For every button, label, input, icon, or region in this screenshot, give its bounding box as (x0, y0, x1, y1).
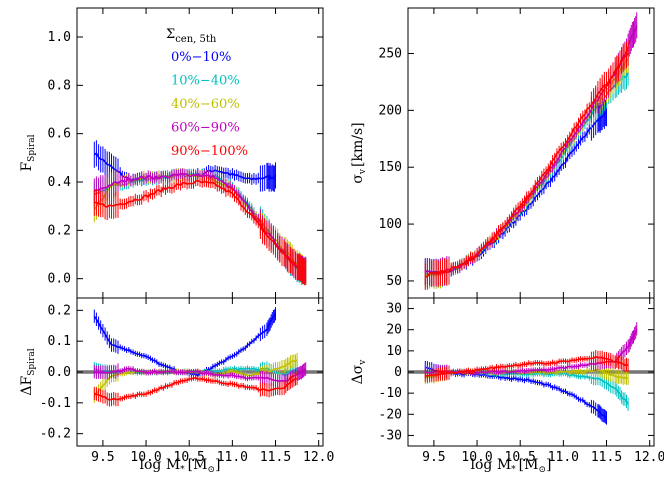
legend-entry: 40%−60% (171, 97, 240, 112)
series-line (94, 367, 307, 383)
x-label-unit-left: [M (188, 457, 208, 473)
x-label-unit-right: [M (519, 457, 539, 473)
series-4 (93, 175, 307, 286)
y-tick-label: 0.8 (48, 78, 71, 93)
y-tick-label: 0.0 (48, 365, 71, 380)
series-line (93, 172, 307, 272)
x-label-unit-sub-left: ⊙ (207, 465, 215, 475)
x-tick-label: 10.0 (461, 450, 492, 465)
y-tick-label: 50 (386, 274, 402, 289)
series-line (93, 313, 277, 377)
y-label-main: Δσ (350, 364, 366, 384)
series-line (425, 52, 629, 278)
x-tick-label: 11.5 (260, 450, 291, 465)
series-line (94, 377, 298, 401)
legend-entry: 90%−100% (171, 144, 248, 159)
x-tick-label: 12.0 (634, 450, 664, 465)
x-label-sub-left: * (180, 465, 185, 475)
y-tick-label: 150 (379, 160, 402, 175)
series-3 (424, 12, 638, 287)
y-axis-label: FSpiral (19, 134, 37, 171)
x-tick-label: 12.0 (303, 450, 334, 465)
series-line (425, 111, 607, 276)
x-label-main-left: log M (140, 457, 181, 473)
x-axis-label-right: log M* [M⊙] (471, 457, 552, 475)
y-tick-label: -0.1 (40, 396, 71, 411)
y-tick-label: -0.2 (40, 427, 71, 442)
panel-top-left: 0.0 0.2 0.4 0.6 0.8 1.0 FSpiral (19, 7, 324, 299)
x-tick-label: 10.5 (174, 450, 205, 465)
y-label-sub: Spiral (27, 134, 37, 161)
x-tick-label: 11.5 (591, 450, 622, 465)
x-tick-label: 11.0 (217, 450, 248, 465)
series-4 (424, 39, 629, 290)
series-4 (424, 350, 629, 383)
legend-entry: 60%−90% (171, 121, 240, 136)
y-label-sub: Spiral (27, 348, 37, 375)
y-tick-label: 0.6 (48, 127, 71, 142)
x-tick-label: 10.5 (505, 450, 536, 465)
y-label-main: ΔF (19, 375, 35, 395)
panel-bottom-left: 9.5 10.0 10.5 11.0 11.5 12.0 -0.2 -0.1 0.0 0.1 0.2… (19, 297, 334, 465)
legend: Σcen, 5th 0%−10% 10%−40% 40%−60% 60%−90% 90%… (166, 27, 248, 159)
series-line (425, 366, 608, 419)
x-label-sub-right: * (511, 465, 516, 475)
x-label-unit-close-left: ] (215, 457, 220, 473)
y-tick-label: 0.0 (48, 272, 71, 287)
x-tick-label: 11.0 (548, 450, 579, 465)
y-tick-label: -30 (379, 428, 402, 443)
y-label-sub: v (358, 359, 368, 366)
x-label-unit-close-right: ] (546, 457, 551, 473)
y-tick-label: 0.1 (48, 334, 71, 349)
y-tick-label: 250 (379, 46, 402, 61)
axes-frame (407, 7, 655, 299)
y-label-unit: [km/s] (350, 122, 366, 167)
y-axis-label: Δσv (350, 359, 368, 385)
legend-entry: 0%−10% (171, 50, 231, 65)
x-tick-label: 10.0 (130, 450, 161, 465)
legend-title-main: Σ (166, 27, 175, 42)
y-tick-label: -20 (379, 407, 402, 422)
y-label-main: σ (350, 174, 366, 184)
y-tick-label: 10 (386, 344, 402, 359)
y-axis-label: ΔFSpiral (19, 348, 37, 395)
y-label-sub: v (358, 168, 368, 175)
y-tick-label: -10 (379, 386, 402, 401)
y-tick-label: 0.4 (48, 175, 72, 190)
y-tick-label: 0.2 (48, 303, 71, 318)
y-tick-label: 30 (386, 302, 402, 317)
series-line (425, 25, 638, 275)
x-label-main-right: log M (471, 457, 512, 473)
legend-title-sub: cen, 5th (175, 34, 217, 45)
y-axis-label: σv[km/s] (350, 122, 368, 183)
y-tick-label: 100 (379, 217, 402, 232)
legend-entry: 10%−40% (171, 74, 240, 89)
y-tick-label: 200 (379, 103, 402, 118)
x-tick-label: 9.5 (422, 450, 445, 465)
y-tick-label: 0.2 (48, 223, 71, 238)
x-axis-label-left: log M* [M⊙] (140, 457, 221, 475)
y-tick-label: 1.0 (48, 30, 71, 45)
series-line (94, 179, 306, 273)
x-label-unit-sub-right: ⊙ (538, 465, 546, 475)
y-tick-label: 0 (394, 365, 402, 380)
series-line (425, 355, 629, 377)
series-4 (93, 371, 298, 407)
panel-bottom-right: 9.5 10.0 10.5 11.0 11.5 12.0 -30 -20 -10 0 10 20 30 Δ… (350, 297, 664, 465)
panel-top-right: 50 100 150 200 250 σv[km/s] (350, 7, 655, 299)
y-tick-label: 20 (386, 323, 402, 338)
x-tick-label: 9.5 (91, 450, 114, 465)
y-label-main: F (19, 162, 35, 172)
legend-title: Σcen, 5th (166, 27, 217, 45)
